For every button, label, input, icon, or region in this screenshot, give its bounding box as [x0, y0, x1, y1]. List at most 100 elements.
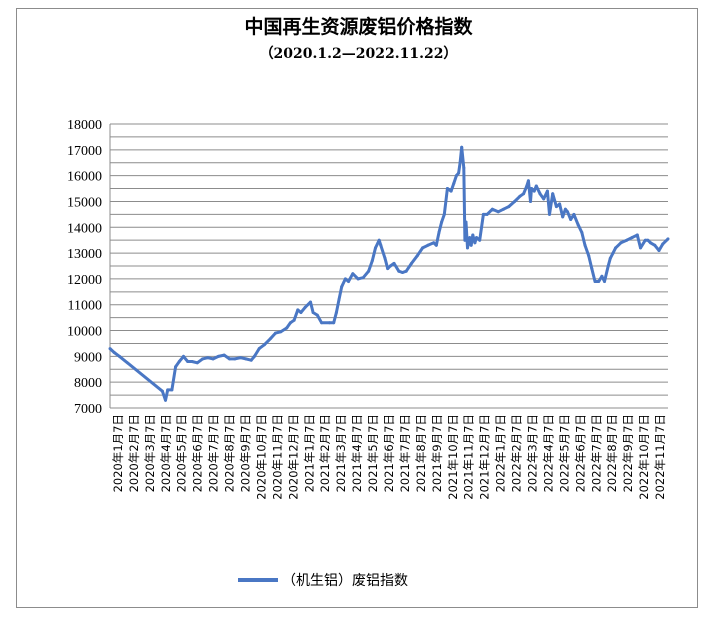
data-point — [311, 311, 315, 314]
data-point — [351, 272, 355, 276]
data-point — [572, 212, 576, 216]
data-point — [164, 398, 167, 402]
x-tick-label: 2020年12月7日 — [286, 414, 300, 500]
data-point — [379, 243, 383, 247]
y-tick-label: 9000 — [74, 350, 102, 365]
data-point — [600, 274, 604, 278]
data-point — [216, 354, 220, 358]
chart-frame — [16, 8, 698, 608]
x-axis-tick-labels: 2020年1月7日 2020年2月7日 2020年3月7日 2020年4月7日 2020… — [111, 414, 667, 500]
data-point — [309, 300, 312, 304]
x-tick-label: 2021年4月7日 — [350, 414, 364, 492]
data-point — [542, 197, 546, 201]
data-point — [315, 313, 319, 317]
y-axis-tick-labels: 7000 8000 9000 10000 11000 12000 13000 14000 150… — [67, 118, 102, 417]
data-point — [661, 242, 665, 246]
x-tick-label: 2021年10月7日 — [446, 414, 460, 500]
data-point — [279, 330, 283, 334]
data-point — [320, 321, 324, 325]
data-point — [296, 308, 300, 312]
data-point — [445, 187, 449, 190]
data-point — [211, 357, 215, 361]
series-line — [108, 145, 670, 402]
data-point — [454, 174, 458, 178]
data-point — [274, 331, 277, 335]
data-point — [383, 256, 387, 260]
y-tick-label: 14000 — [67, 221, 102, 236]
x-tick-label: 2022年4月7日 — [541, 414, 555, 492]
data-point — [386, 267, 390, 271]
data-point — [186, 360, 190, 363]
x-tick-label: 2021年8月7日 — [414, 414, 428, 492]
data-point — [490, 207, 494, 211]
data-point — [182, 354, 185, 358]
data-point — [502, 207, 505, 211]
data-point — [475, 236, 478, 240]
data-point — [288, 321, 292, 325]
data-point — [356, 277, 360, 281]
data-point — [625, 238, 629, 242]
y-tick-label: 15000 — [67, 195, 102, 210]
data-point — [460, 145, 464, 149]
data-point — [292, 318, 296, 322]
data-point — [432, 241, 436, 245]
x-tick-label: 2021年7月7日 — [398, 414, 412, 492]
x-tick-label: 2020年5月7日 — [175, 414, 189, 492]
data-point — [471, 233, 475, 237]
data-point — [299, 311, 303, 314]
data-point — [437, 230, 441, 234]
data-point — [548, 212, 551, 216]
data-point — [174, 365, 178, 369]
y-tick-label: 7000 — [74, 402, 102, 417]
data-point — [377, 238, 381, 242]
data-point — [530, 187, 533, 190]
data-point — [397, 269, 401, 273]
data-point — [415, 254, 419, 258]
data-point — [554, 205, 558, 209]
data-point — [666, 237, 670, 241]
series-layer — [108, 145, 670, 402]
x-tick-label: 2022年9月7日 — [621, 414, 635, 492]
x-tick-label: 2021年3月7日 — [334, 414, 348, 492]
data-point — [388, 264, 392, 268]
data-point — [252, 354, 256, 358]
data-point — [343, 277, 347, 281]
x-tick-label: 2021年2月7日 — [318, 414, 332, 492]
data-point — [249, 358, 253, 362]
y-tick-label: 13000 — [67, 247, 102, 262]
data-point — [551, 192, 555, 196]
data-point — [233, 357, 237, 361]
data-point — [449, 189, 453, 193]
data-point — [262, 343, 266, 347]
x-tick-label: 2020年10月7日 — [254, 414, 268, 500]
x-tick-label: 2020年11月7日 — [270, 414, 284, 500]
data-point — [361, 276, 365, 280]
data-point — [458, 161, 462, 165]
chart-title: 中国再生资源废铝价格指数 — [244, 16, 473, 38]
data-point — [160, 389, 164, 393]
data-point — [112, 351, 116, 354]
data-point — [630, 236, 634, 240]
data-point — [206, 356, 210, 360]
gridlines — [109, 123, 668, 409]
x-tick-label: 2022年3月7日 — [525, 414, 539, 492]
data-point — [426, 243, 430, 247]
data-point — [166, 388, 170, 392]
data-point — [457, 171, 461, 175]
data-point — [269, 336, 273, 340]
data-point — [228, 357, 231, 361]
data-point — [614, 246, 618, 250]
data-point — [532, 189, 536, 193]
x-tick-label: 2021年5月7日 — [366, 414, 380, 492]
data-point — [195, 361, 199, 365]
data-point — [303, 305, 307, 309]
data-point — [367, 269, 371, 273]
y-tick-label: 12000 — [67, 273, 102, 288]
x-tick-label: 2021年6月7日 — [382, 414, 396, 492]
y-tick-label: 8000 — [74, 376, 102, 391]
data-point — [643, 238, 647, 242]
data-point — [590, 267, 594, 271]
chart-subtitle: （2020.1.2—2022.11.22） — [259, 46, 458, 62]
data-point — [257, 347, 261, 351]
